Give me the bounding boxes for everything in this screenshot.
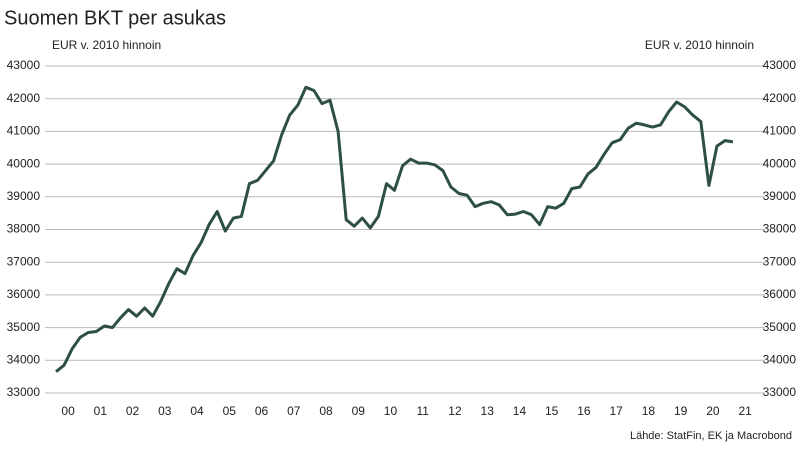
x-tick-label: 18 bbox=[642, 404, 656, 418]
y2-tick-label: 39000 bbox=[763, 189, 797, 203]
y2-tick-label: 37000 bbox=[763, 254, 797, 268]
y2-tick-label: 33000 bbox=[763, 385, 797, 399]
x-tick-label: 15 bbox=[545, 404, 559, 418]
y2-tick-label: 43000 bbox=[763, 58, 797, 72]
x-tick-label: 08 bbox=[319, 404, 333, 418]
y2-tick-label: 36000 bbox=[763, 287, 797, 301]
x-tick-label: 00 bbox=[61, 404, 75, 418]
x-tick-label: 02 bbox=[126, 404, 140, 418]
y2-tick-label: 35000 bbox=[763, 320, 797, 334]
chart-title: Suomen BKT per asukas bbox=[4, 7, 226, 29]
y-tick-label: 41000 bbox=[7, 124, 41, 138]
y-tick-label: 37000 bbox=[7, 254, 41, 268]
x-tick-label: 21 bbox=[738, 404, 752, 418]
y-tick-label: 38000 bbox=[7, 222, 41, 236]
y2-axis-label: EUR v. 2010 hinnoin bbox=[645, 38, 754, 52]
x-tick-label: 03 bbox=[158, 404, 172, 418]
y-tick-label: 43000 bbox=[7, 58, 41, 72]
x-tick-label: 01 bbox=[94, 404, 108, 418]
y2-tick-label: 38000 bbox=[763, 222, 797, 236]
source: Lähde: StatFin, EK ja Macrobond bbox=[630, 430, 792, 442]
x-tick-label: 12 bbox=[448, 404, 462, 418]
x-tick-label: 10 bbox=[384, 404, 398, 418]
y-tick-label: 35000 bbox=[7, 320, 41, 334]
x-tick-label: 14 bbox=[513, 404, 527, 418]
x-tick-label: 09 bbox=[352, 404, 366, 418]
y-axis-label: EUR v. 2010 hinnoin bbox=[52, 38, 161, 52]
y-tick-label: 39000 bbox=[7, 189, 41, 203]
x-tick-label: 11 bbox=[416, 404, 429, 418]
y2-tick-label: 42000 bbox=[763, 91, 797, 105]
y2-tick-label: 41000 bbox=[763, 124, 797, 138]
x-tick-label: 05 bbox=[223, 404, 237, 418]
y-tick-label: 40000 bbox=[7, 156, 41, 170]
x-tick-label: 13 bbox=[481, 404, 495, 418]
y2-tick-label: 34000 bbox=[763, 352, 797, 366]
x-tick-label: 16 bbox=[577, 404, 591, 418]
x-tick-label: 06 bbox=[255, 404, 269, 418]
x-tick-label: 20 bbox=[706, 404, 720, 418]
x-tick-label: 07 bbox=[287, 404, 301, 418]
data-line bbox=[55, 85, 734, 373]
x-tick-label: 04 bbox=[190, 404, 204, 418]
x-tick-label: 17 bbox=[609, 404, 623, 418]
x-tick-label: 19 bbox=[674, 404, 688, 418]
y-tick-label: 34000 bbox=[7, 352, 41, 366]
y2-tick-label: 40000 bbox=[763, 156, 797, 170]
y-tick-label: 42000 bbox=[7, 91, 41, 105]
y-tick-label: 36000 bbox=[7, 287, 41, 301]
y-tick-label: 33000 bbox=[7, 385, 41, 399]
